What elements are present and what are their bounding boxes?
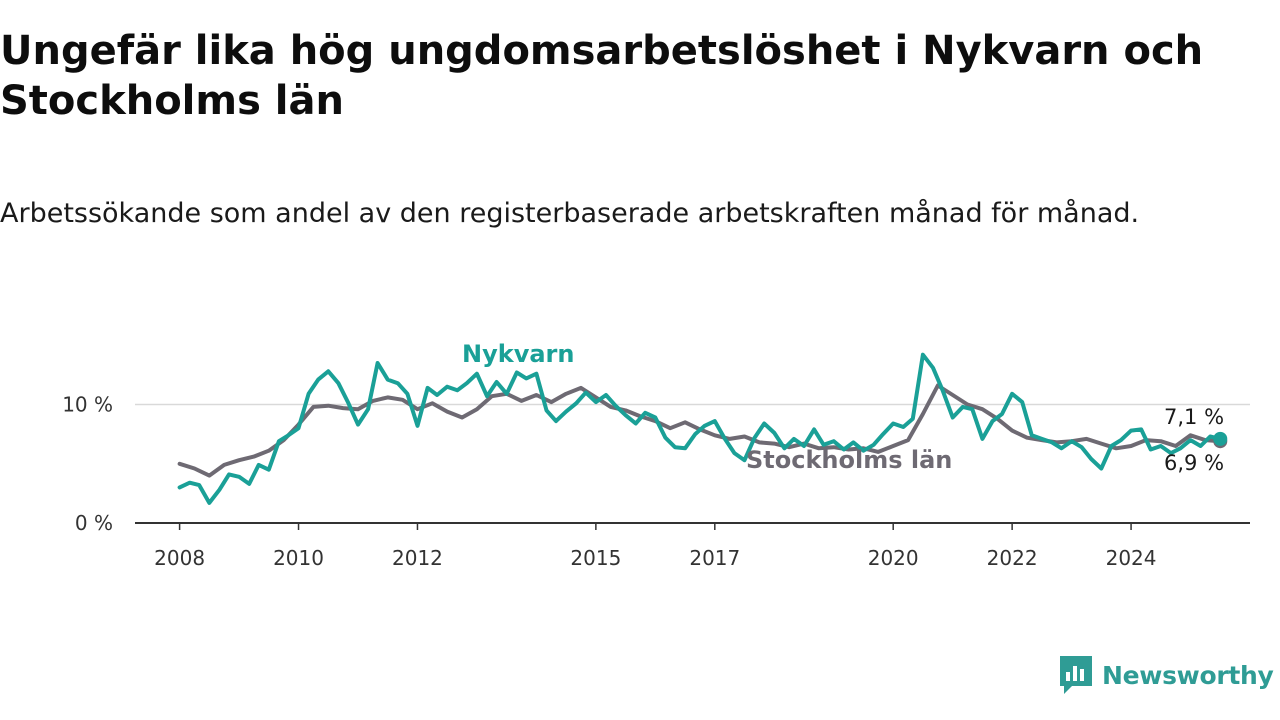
end-label-stockholms-lan: 6,9 % bbox=[1164, 451, 1224, 475]
x-tick-label: 2022 bbox=[987, 546, 1038, 570]
series-end-point-1 bbox=[1213, 431, 1228, 446]
chart-title: Ungefär lika hög ungdomsarbetslöshet i N… bbox=[0, 28, 1204, 124]
brand-name: Newsworthy bbox=[1102, 660, 1274, 690]
chart-subtitle: Arbetssökande som andel av den registerb… bbox=[0, 198, 1140, 229]
x-tick-label: 2024 bbox=[1106, 546, 1157, 570]
x-tick-label: 2012 bbox=[392, 546, 443, 570]
series-line-1 bbox=[177, 352, 1223, 505]
y-tick-label: 0 % bbox=[75, 511, 113, 535]
x-tick-label: 2015 bbox=[570, 546, 621, 570]
x-tick-label: 2017 bbox=[689, 546, 740, 570]
x-tick-label: 2020 bbox=[868, 546, 919, 570]
x-tick-label: 2008 bbox=[154, 546, 205, 570]
y-tick-label: 10 % bbox=[62, 393, 113, 417]
axes: 0 % 10 % 2008 2010 2012 2015 2017 2020 2022 2024 bbox=[62, 393, 1250, 570]
series-labels: Nykvarn Stockholms län 7,1 % 6,9 % bbox=[462, 340, 1224, 475]
end-label-nykvarn: 7,1 % bbox=[1164, 405, 1224, 429]
x-tick-label: 2010 bbox=[273, 546, 324, 570]
brand: Newsworthy bbox=[1058, 654, 1274, 696]
series-label-stockholms-lan: Stockholms län bbox=[746, 446, 952, 474]
series-lines bbox=[177, 352, 1228, 505]
series-label-nykvarn: Nykvarn bbox=[462, 340, 574, 368]
newsworthy-logo-icon bbox=[1060, 656, 1092, 694]
